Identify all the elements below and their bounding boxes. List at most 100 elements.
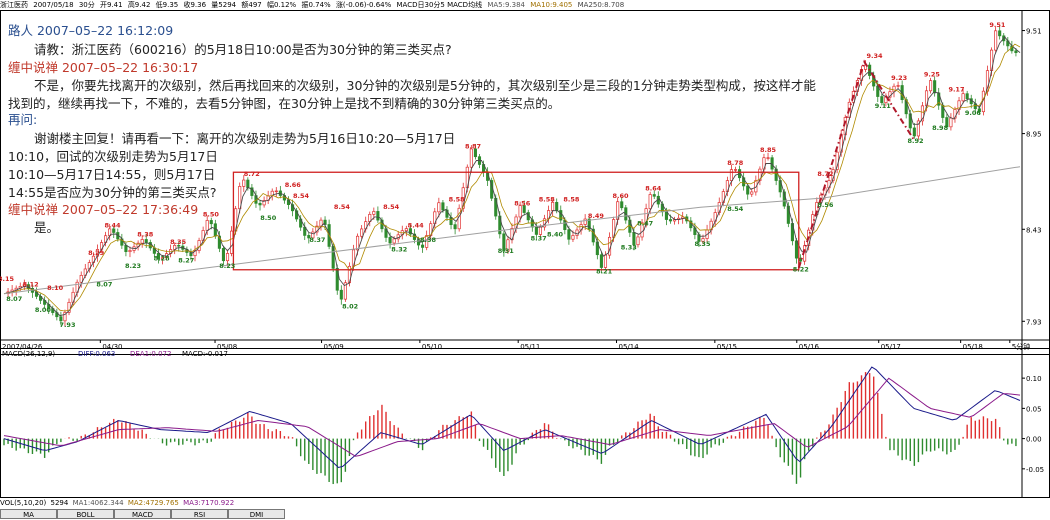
candle-body <box>961 93 965 102</box>
candle-body <box>230 230 234 254</box>
time-tick-label: 05/09 <box>324 343 344 351</box>
ma-title: MACD日30分5 MACD均线 <box>396 1 483 9</box>
price-chart: 7.93 8.43 8.95 9.51 2007/04/26 04/30 05/08 05/0… <box>0 10 1050 355</box>
header-change: 幅0.12% <box>266 1 297 9</box>
candle-body <box>124 244 128 253</box>
candle-body <box>754 180 758 193</box>
candle-body <box>506 239 510 252</box>
price-tick-label: 9.51 <box>1026 28 1042 36</box>
candle-body <box>583 218 587 225</box>
volume-header: VOL(5,10,20) 5294 MA1:4062.344 MA2:4729.… <box>0 498 1050 508</box>
candle-body <box>421 244 425 248</box>
price-label: 9.11 <box>875 102 892 110</box>
price-label: 8.07 <box>6 295 22 303</box>
time-tick-label: 05/18 <box>963 343 983 351</box>
price-label: 8.15 <box>0 275 15 283</box>
header-close: 收9.36 <box>183 1 207 9</box>
price-label: 8.78 <box>727 159 744 167</box>
candle-body <box>571 235 575 240</box>
candle-body <box>356 235 360 251</box>
vol-value: 5294 <box>50 499 69 507</box>
price-label: 8.54 <box>383 203 400 211</box>
candle-body <box>998 30 1002 37</box>
header-period: 30分 <box>78 1 95 9</box>
price-label: 8.58 <box>563 196 580 204</box>
candle-body <box>965 93 969 100</box>
ma250-value: MA250:8.708 <box>577 1 625 9</box>
price-label: 8.44 <box>408 221 425 229</box>
stock-name: 浙江医药 <box>0 1 28 9</box>
candle-body <box>640 222 644 238</box>
candle-body <box>67 301 71 313</box>
price-label: 8.32 <box>391 245 407 253</box>
candle-body <box>912 127 916 137</box>
candle-body <box>225 253 230 262</box>
post2-line1: 谢谢楼主回复！请再看一下：离开的次级别走势为5月16日10:20—5月17日 <box>34 131 456 146</box>
vol-title: VOL(5,10,20) <box>0 499 47 507</box>
candle-body <box>620 201 624 209</box>
post2-line3: 10:10—5月17日14:55，则5月17日 <box>8 167 216 182</box>
price-label: 8.58 <box>449 196 466 204</box>
tab-rsi[interactable]: RSI <box>171 509 228 519</box>
candle-body <box>461 187 465 209</box>
tab-ma[interactable]: MA <box>0 509 57 519</box>
price-label: 8.22 <box>793 266 809 274</box>
candle-body <box>522 205 526 213</box>
price-label: 8.64 <box>645 185 662 193</box>
candle-body <box>26 284 30 289</box>
candle-body <box>534 226 538 235</box>
candle-body <box>295 210 299 220</box>
price-label: 8.00 <box>35 306 52 314</box>
macd-panel-frame <box>0 348 1050 498</box>
candle-body <box>258 202 262 206</box>
macd-tick-label: 0.00 <box>1026 436 1042 444</box>
price-label: 8.66 <box>285 181 302 189</box>
candle-body <box>311 231 315 239</box>
header-open: 开9.41 <box>99 1 123 9</box>
macd-tick-label: -0.05 <box>1026 466 1044 474</box>
price-label: 8.37 <box>309 236 325 244</box>
price-label: 8.72 <box>244 170 260 178</box>
price-tick-label: 7.93 <box>1026 318 1042 326</box>
candle-body <box>343 282 347 300</box>
candle-body <box>750 191 754 195</box>
header-amplitude: 振0.74% <box>301 1 331 9</box>
candle-body <box>453 224 457 230</box>
tab-dmi[interactable]: DMI <box>228 509 285 519</box>
candle-body <box>372 211 376 215</box>
header-diff: 涨(-0.06)-0.64% <box>335 1 392 9</box>
price-label: 8.40 <box>547 231 564 239</box>
candle-body <box>250 187 254 196</box>
candle-body <box>213 223 217 237</box>
candle-body <box>469 148 473 168</box>
dif-line <box>3 366 1021 469</box>
price-label: 8.58 <box>539 196 556 204</box>
candle-body <box>315 225 319 233</box>
dea-line <box>3 377 1021 457</box>
tab-boll[interactable]: BOLL <box>57 509 114 519</box>
price-label: 9.34 <box>867 52 884 60</box>
candle-body <box>177 245 181 247</box>
candle-body <box>319 219 323 227</box>
candle-body <box>339 289 343 300</box>
price-label: 8.56 <box>817 201 834 209</box>
trend-dashed-line <box>797 59 915 269</box>
candle-body <box>994 30 998 51</box>
header-volume: 量5294 <box>211 1 237 9</box>
candle-body <box>160 257 165 260</box>
candle-body <box>815 202 819 215</box>
candle-body <box>156 253 160 260</box>
tab-macd[interactable]: MACD <box>114 509 171 519</box>
price-label: 8.49 <box>588 212 605 220</box>
ma5-value: MA5:9.384 <box>487 1 525 9</box>
candle-body <box>59 316 63 322</box>
candle-body <box>242 179 246 187</box>
candle-body <box>701 238 705 242</box>
candle-body <box>518 205 522 218</box>
candle-body <box>977 108 981 113</box>
price-label: 8.38 <box>137 231 154 239</box>
price-label: 8.60 <box>613 192 630 200</box>
candle-body <box>408 228 412 235</box>
price-label: 8.56 <box>514 199 531 207</box>
